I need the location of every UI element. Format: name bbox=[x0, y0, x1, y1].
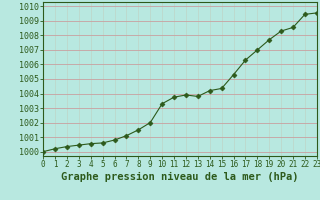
X-axis label: Graphe pression niveau de la mer (hPa): Graphe pression niveau de la mer (hPa) bbox=[61, 172, 299, 182]
